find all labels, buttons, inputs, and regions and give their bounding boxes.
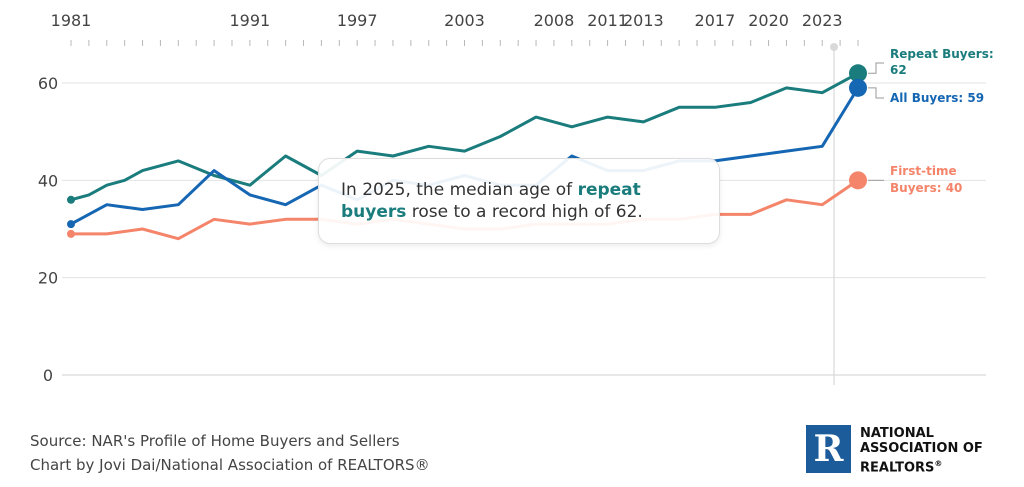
x-tick-label: 1991 bbox=[230, 11, 271, 30]
series-line-0 bbox=[69, 71, 860, 202]
source-note: Source: NAR's Profile of Home Buyers and… bbox=[30, 432, 400, 450]
realtor-r-logo-icon: R bbox=[806, 425, 851, 473]
x-tick-label: 2013 bbox=[623, 11, 664, 30]
first-time-end-label-line1: First-time bbox=[890, 164, 957, 178]
y-tick-label: 40 bbox=[38, 171, 58, 190]
x-tick-label: 2003 bbox=[444, 11, 485, 30]
x-tick-label: 1981 bbox=[51, 11, 92, 30]
x-tick-label: 2011 bbox=[587, 11, 628, 30]
chart-footer: Source: NAR's Profile of Home Buyers and… bbox=[30, 429, 430, 477]
repeat-buyers-end-label-line1: Repeat Buyers: bbox=[890, 47, 994, 61]
logo-line-2: ASSOCIATION OF bbox=[860, 441, 983, 456]
annotation-highlight: repeat buyers bbox=[341, 180, 641, 222]
annotation-text-part2: rose to a record high of 62. bbox=[406, 202, 643, 222]
credit-note: Chart by Jovi Dai/National Association o… bbox=[30, 456, 430, 474]
logo-line-3: REALTORS® bbox=[860, 459, 943, 476]
all-buyers-end-label: All Buyers: 59 bbox=[890, 91, 984, 105]
x-tick-label: 2008 bbox=[534, 11, 575, 30]
logo-line-1: NATIONAL bbox=[860, 426, 934, 441]
x-tick-label: 2020 bbox=[748, 11, 789, 30]
series-end-point-0 bbox=[849, 64, 867, 83]
series-start-point-2 bbox=[67, 229, 75, 238]
x-tick-label: 2023 bbox=[802, 11, 843, 30]
logo-wordmark: NATIONAL ASSOCIATION OF REALTORS® bbox=[860, 426, 983, 475]
x-tick-label: 2017 bbox=[695, 11, 736, 30]
first-time-end-label-line2: Buyers: 40 bbox=[890, 181, 962, 195]
end-labels: Repeat Buyers: 62 All Buyers: 59 First-time… bbox=[868, 47, 994, 195]
repeat-buyers-end-label-line2: 62 bbox=[890, 63, 907, 77]
x-tick-label: 1997 bbox=[337, 11, 378, 30]
annotation-text-part1: In 2025, the median age of bbox=[341, 180, 578, 200]
year-marker-dot bbox=[830, 43, 838, 51]
y-tick-label: 60 bbox=[38, 74, 58, 93]
y-tick-label: 20 bbox=[38, 269, 58, 288]
series-end-point-2 bbox=[849, 171, 867, 190]
annotation-callout: In 2025, the median age of repeat buyers… bbox=[318, 158, 720, 244]
y-axis: 0 20 40 60 bbox=[38, 74, 58, 385]
series-start-point-0 bbox=[67, 195, 75, 204]
y-tick-label: 0 bbox=[43, 366, 53, 385]
repeat-label-connector bbox=[868, 62, 884, 74]
all-label-connector bbox=[868, 87, 884, 99]
series-end-point-1 bbox=[849, 78, 867, 97]
nar-logo: R NATIONAL ASSOCIATION OF REALTORS® bbox=[806, 425, 1016, 477]
series-start-point-1 bbox=[67, 220, 75, 229]
